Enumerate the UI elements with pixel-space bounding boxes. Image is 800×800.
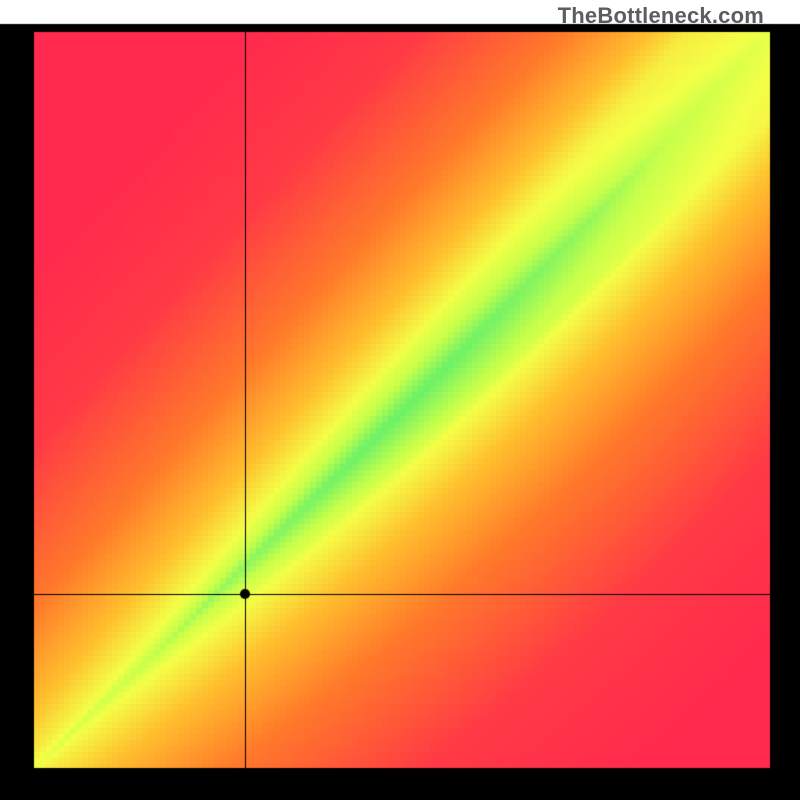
bottleneck-heatmap [0,0,800,800]
watermark-text: TheBottleneck.com [558,3,764,29]
chart-container: TheBottleneck.com [0,0,800,800]
